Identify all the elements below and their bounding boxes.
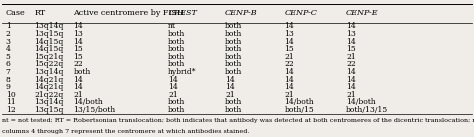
Text: 21: 21 [168, 91, 178, 99]
Text: 21q22q: 21q22q [34, 91, 64, 99]
Text: both: both [168, 38, 186, 46]
Text: 13: 13 [284, 30, 294, 38]
Text: 14: 14 [346, 22, 356, 30]
Text: both: both [225, 68, 243, 76]
Text: 22: 22 [284, 60, 294, 68]
Text: 9: 9 [6, 83, 10, 91]
Text: 14q21q: 14q21q [34, 75, 64, 84]
Text: both/15: both/15 [284, 106, 314, 114]
Text: Active centromere by FISH: Active centromere by FISH [73, 9, 184, 17]
Text: 8: 8 [6, 75, 10, 84]
Text: 3: 3 [6, 38, 11, 46]
Text: both: both [168, 106, 186, 114]
Text: nt: nt [168, 22, 176, 30]
Text: 12: 12 [6, 106, 16, 114]
Text: 14q21q: 14q21q [34, 83, 64, 91]
Text: 14: 14 [73, 83, 83, 91]
Text: 13: 13 [73, 30, 83, 38]
Text: CENP-C: CENP-C [284, 9, 317, 17]
Text: 21: 21 [346, 53, 356, 61]
Text: 14q15q: 14q15q [34, 38, 64, 46]
Text: 14: 14 [284, 75, 294, 84]
Text: 21: 21 [284, 53, 294, 61]
Text: 14: 14 [284, 83, 294, 91]
Text: 13q15q: 13q15q [34, 30, 64, 38]
Text: 13/15/both: 13/15/both [73, 106, 116, 114]
Text: both: both [225, 98, 243, 106]
Text: 14: 14 [284, 38, 294, 46]
Text: 14: 14 [225, 75, 235, 84]
Text: both: both [168, 98, 186, 106]
Text: both: both [225, 22, 243, 30]
Text: CENP-B: CENP-B [225, 9, 258, 17]
Text: 14: 14 [284, 22, 294, 30]
Text: 14: 14 [346, 68, 356, 76]
Text: 15: 15 [346, 45, 356, 53]
Text: 5: 5 [6, 53, 10, 61]
Text: columns 4 through 7 represent the centromere at which antibodies stained.: columns 4 through 7 represent the centro… [2, 129, 250, 134]
Text: nt = not tested; RT = Robertsonian translocation; both indicates that antibody w: nt = not tested; RT = Robertsonian trans… [2, 118, 474, 123]
Text: 6: 6 [6, 60, 10, 68]
Text: both: both [225, 60, 243, 68]
Text: 13q15q: 13q15q [34, 106, 64, 114]
Text: both: both [168, 60, 186, 68]
Text: 14: 14 [346, 38, 356, 46]
Text: both: both [168, 53, 186, 61]
Text: CREST: CREST [168, 9, 197, 17]
Text: 14/both: 14/both [346, 98, 376, 106]
Text: 14: 14 [346, 75, 356, 84]
Text: 14/both: 14/both [284, 98, 314, 106]
Text: both: both [225, 106, 243, 114]
Text: 14: 14 [225, 83, 235, 91]
Text: 15: 15 [73, 45, 83, 53]
Text: 14: 14 [73, 75, 83, 84]
Text: 14: 14 [168, 83, 178, 91]
Text: 1: 1 [6, 22, 10, 30]
Text: 14: 14 [346, 83, 356, 91]
Text: 14: 14 [284, 68, 294, 76]
Text: 15: 15 [284, 45, 294, 53]
Text: 15q21q: 15q21q [34, 53, 64, 61]
Text: 2: 2 [6, 30, 10, 38]
Text: 15: 15 [73, 53, 83, 61]
Text: both/13/15: both/13/15 [346, 106, 388, 114]
Text: 10: 10 [6, 91, 16, 99]
Text: 21: 21 [284, 91, 294, 99]
Text: Case: Case [6, 9, 26, 17]
Text: CENP-E: CENP-E [346, 9, 379, 17]
Text: 13q14q: 13q14q [34, 68, 64, 76]
Text: 13q14q: 13q14q [34, 22, 64, 30]
Text: both: both [225, 45, 243, 53]
Text: 21: 21 [225, 91, 235, 99]
Text: 22: 22 [346, 60, 356, 68]
Text: 13: 13 [346, 30, 356, 38]
Text: both: both [168, 30, 186, 38]
Text: 14/both: 14/both [73, 98, 103, 106]
Text: 14: 14 [73, 38, 83, 46]
Text: both: both [225, 30, 243, 38]
Text: 4: 4 [6, 45, 10, 53]
Text: both: both [225, 53, 243, 61]
Text: 15q22q: 15q22q [34, 60, 64, 68]
Text: 21: 21 [73, 91, 83, 99]
Text: 7: 7 [6, 68, 10, 76]
Text: 22: 22 [73, 60, 83, 68]
Text: 14: 14 [73, 22, 83, 30]
Text: 14: 14 [168, 75, 178, 84]
Text: 13q14q: 13q14q [34, 98, 64, 106]
Text: RT: RT [34, 9, 46, 17]
Text: hybrid*: hybrid* [168, 68, 197, 76]
Text: 11: 11 [6, 98, 16, 106]
Text: 14q15q: 14q15q [34, 45, 64, 53]
Text: 21: 21 [346, 91, 356, 99]
Text: both: both [73, 68, 91, 76]
Text: both: both [225, 38, 243, 46]
Text: both: both [168, 45, 186, 53]
